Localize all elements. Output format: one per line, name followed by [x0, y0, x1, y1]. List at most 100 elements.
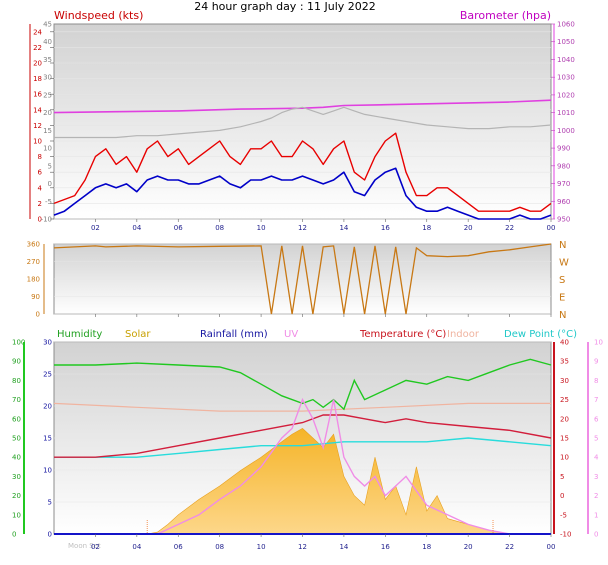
tick-label: 4	[594, 454, 599, 462]
x-tick-label: 06	[174, 543, 183, 551]
tick-label: 20	[33, 60, 42, 68]
x-tick-label: 10	[257, 543, 266, 551]
series-solar	[54, 428, 551, 535]
x-tick-label: 22	[505, 543, 514, 551]
tick-label: 18	[33, 75, 42, 83]
tick-label: 8	[594, 377, 598, 385]
legend-indoor: Indoor	[447, 329, 480, 340]
compass-label: N	[559, 310, 566, 321]
legend-uv: UV	[284, 329, 298, 340]
series-dew_point	[54, 437, 552, 458]
tick-label: 90	[12, 358, 21, 366]
tick-label: 30	[560, 377, 569, 385]
tick-label: 960	[557, 198, 570, 206]
tick-label: 30	[12, 473, 21, 481]
x-tick-label: 22	[505, 224, 514, 232]
tick-label: 10	[594, 339, 603, 347]
tick-label: -10	[560, 531, 571, 539]
tick-label: -10	[41, 216, 52, 224]
moon-set-label: Moon Set	[68, 542, 101, 550]
x-tick-label: 04	[132, 224, 141, 232]
tick-label: 1010	[557, 109, 575, 117]
legend-temperature: Temperature (°C)	[359, 329, 446, 340]
x-tick-label: 02	[91, 224, 100, 232]
tick-label: 25	[560, 396, 569, 404]
tick-label: 70	[12, 396, 21, 404]
tick-label: 25	[43, 371, 52, 379]
tick-label: 80	[12, 377, 21, 385]
tick-label: 15	[43, 435, 52, 443]
tick-label: 0	[38, 216, 42, 224]
tick-label: 10	[43, 145, 52, 153]
tick-label: 25	[43, 91, 52, 99]
tick-label: 50	[12, 435, 21, 443]
compass-label: S	[559, 275, 565, 286]
x-tick-label: 18	[422, 543, 431, 551]
tick-label: 970	[557, 180, 570, 188]
tick-label: 1020	[557, 91, 575, 99]
series-uv	[54, 397, 551, 535]
series-average	[53, 167, 552, 220]
tick-label: 6	[594, 415, 599, 423]
tick-label: -5	[45, 198, 52, 206]
weather-panel: Humidity Solar Rainfall (mm) UV Temperat…	[12, 329, 603, 550]
barometer-label: Barometer (hpa)	[460, 9, 551, 22]
tick-label: 20	[12, 492, 21, 500]
tick-label: 5	[560, 473, 564, 481]
tick-label: 5	[48, 162, 52, 170]
tick-label: 22	[33, 44, 42, 52]
x-tick-label: 10	[257, 224, 266, 232]
tick-label: 270	[27, 258, 40, 266]
x-tick-label: 02	[91, 543, 100, 551]
legend-dew-point: Dew Point (°C)	[504, 329, 577, 340]
x-tick-label: 00	[547, 543, 556, 551]
tick-label: 5	[48, 499, 52, 507]
series-indoor	[53, 402, 551, 412]
tick-label: 20	[560, 415, 569, 423]
series-humidity	[54, 358, 552, 411]
tick-label: 10	[12, 511, 21, 519]
x-tick-label: 20	[464, 224, 473, 232]
tick-label: 24	[33, 28, 42, 36]
tick-label: 0	[12, 531, 16, 539]
compass-label: W	[559, 258, 569, 269]
tick-label: 8	[38, 153, 42, 161]
tick-label: 7	[594, 396, 598, 404]
wind-panel: Windspeed (kts) Barometer (hpa) 02468101…	[29, 9, 575, 224]
tick-label: 0	[36, 311, 40, 319]
tick-label: 5	[594, 435, 598, 443]
series-baro_grey	[54, 106, 552, 139]
tick-label: 1040	[557, 56, 575, 64]
direction-panel: 0 N 90 E 180 S 270 W 360 N	[27, 240, 569, 321]
page-title: 24 hour graph day : 11 July 2022	[194, 0, 376, 13]
tick-label: 980	[557, 162, 570, 170]
tick-label: 950	[557, 216, 570, 224]
x-tick-label: 04	[132, 543, 141, 551]
x-tick-label: 08	[215, 543, 224, 551]
tick-label: 0	[48, 180, 52, 188]
tick-label: 90	[31, 293, 40, 301]
tick-label: 0	[594, 531, 598, 539]
tick-label: 45	[43, 21, 52, 29]
tick-label: 10	[33, 138, 42, 146]
tick-label: 1050	[557, 38, 575, 46]
tick-label: 16	[33, 91, 42, 99]
tick-label: 10	[560, 454, 569, 462]
tick-label: 15	[43, 127, 52, 135]
tick-label: 3	[594, 473, 598, 481]
series-gust	[53, 132, 552, 212]
x-tick-label: 16	[381, 543, 390, 551]
series-temperature	[54, 414, 552, 458]
tick-label: 15	[560, 435, 569, 443]
tick-label: 4	[38, 184, 43, 192]
x-tick-label: 14	[339, 543, 348, 551]
tick-label: 2	[594, 492, 598, 500]
tick-label: 9	[594, 358, 598, 366]
tick-label: -5	[560, 511, 567, 519]
tick-label: 40	[12, 454, 21, 462]
legend-humidity: Humidity	[57, 329, 102, 340]
legend: Humidity Solar Rainfall (mm) UV Temperat…	[57, 329, 577, 340]
tick-label: 40	[43, 38, 52, 46]
x-tick-label: 18	[422, 224, 431, 232]
